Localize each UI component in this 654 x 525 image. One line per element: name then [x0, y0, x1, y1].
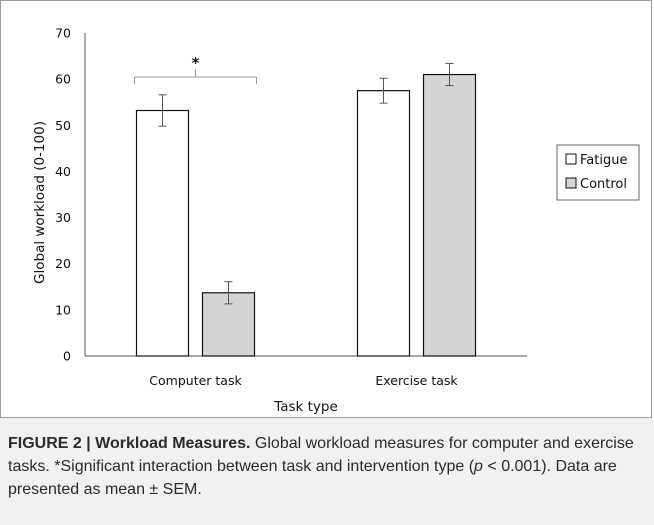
figure-label: FIGURE 2 | Workload Measures. [8, 435, 251, 452]
caption-text-1: Global workload measures for computer an… [8, 435, 634, 475]
caption-p-symbol: p [474, 458, 483, 475]
x-category-label: Exercise task [375, 373, 458, 388]
legend-label: Control [580, 177, 627, 192]
bar [201, 292, 256, 357]
legend-label: Fatigue [580, 153, 627, 168]
bar [356, 90, 411, 357]
y-tick-label: 50 [55, 118, 71, 133]
caption-text-2: < 0.001). Data are presented as mean ± S… [8, 458, 617, 498]
y-tick-label: 40 [55, 164, 71, 179]
y-tick-label: 10 [55, 302, 71, 317]
y-axis-title: Global workload (0-100) [32, 121, 48, 284]
legend-swatch [565, 153, 577, 165]
y-tick-label: 20 [55, 256, 71, 271]
y-tick-label: 30 [55, 210, 71, 225]
y-tick-label: 70 [55, 26, 71, 41]
bar [422, 73, 477, 357]
y-tick-label: 60 [55, 72, 71, 87]
significance-star: * [192, 54, 200, 72]
chart-frame [0, 0, 652, 418]
legend-swatch [565, 177, 577, 189]
bar-chart: 0 10 20 30 40 50 60 70 Computer task Exercise tas… [32, 26, 640, 415]
bar [135, 109, 190, 357]
x-category-label: Computer task [149, 373, 242, 388]
figure-caption-box: FIGURE 2 | Workload Measures. Global wor… [0, 418, 654, 525]
x-axis-title: Task type [273, 399, 338, 415]
y-tick-label: 0 [63, 349, 71, 364]
figure-caption: FIGURE 2 | Workload Measures. Global wor… [8, 432, 642, 501]
